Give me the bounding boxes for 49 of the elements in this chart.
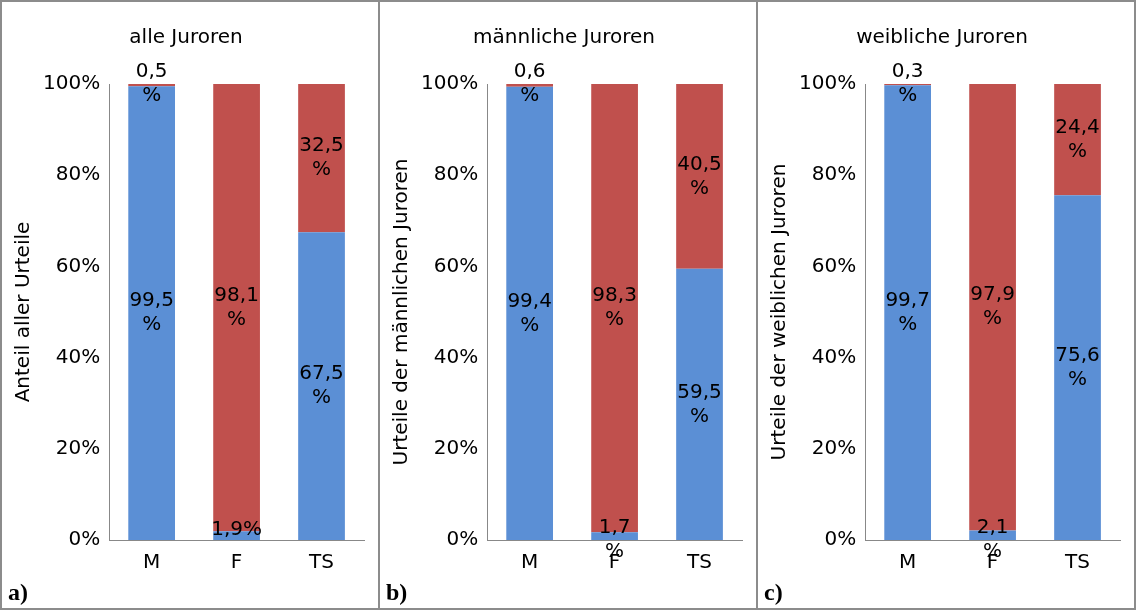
y-axis-title: Urteile der männlichen Juroren [388,158,413,466]
y-tick-label: 0% [68,526,101,551]
x-tick-label: M [899,549,917,574]
x-tick-label: TS [1064,549,1090,574]
data-label: 99,7 % [885,286,930,335]
y-tick-label: 60% [55,252,101,277]
x-tick-label: TS [308,549,334,574]
y-tick-label: 80% [811,161,857,186]
data-label: 32,5 % [299,132,344,181]
y-tick-label: 60% [433,252,479,277]
text: a) [8,579,28,606]
y-tick-label: 80% [55,161,101,186]
data-label: 75,6 % [1055,341,1100,390]
y-tick-label: 0% [446,526,479,551]
x-tick-label: F [230,549,243,574]
data-label: 40,5 % [677,150,722,199]
data-label: 0,3 % [891,58,924,107]
y-axis-title: Anteil aller Urteile [10,221,35,403]
y-tick-label: 100% [420,70,479,95]
y-tick-label: 60% [811,252,857,277]
y-tick-label: 40% [55,343,101,368]
x-tick-label: M [143,549,161,574]
data-label: 97,9 % [970,281,1015,330]
y-axis-title: Urteile der weiblichen Juroren [766,163,791,461]
chart-title: weibliche Juroren [856,24,1028,49]
data-label: 67,5 % [299,360,344,409]
chart-title: alle Juroren [129,24,243,49]
data-label: 0,5 % [135,58,168,107]
data-label: 0,6 % [513,58,546,107]
y-tick-label: 100% [42,70,101,95]
y-tick-label: 20% [433,435,479,459]
x-tick-label: TS [686,549,712,574]
text: c) [764,579,783,606]
y-tick-label: 40% [433,343,479,368]
data-label: 98,3 % [592,282,637,331]
text: b) [386,579,408,606]
y-tick-label: 100% [798,70,857,95]
y-tick-label: 40% [811,343,857,368]
data-label: 24,4 % [1055,113,1100,162]
y-tick-label: 80% [433,161,479,186]
chart-title: männliche Juroren [473,24,655,49]
data-label: 99,5 % [129,287,174,336]
data-label: 99,4 % [507,287,552,336]
y-tick-label: 0% [824,526,857,551]
y-tick-label: 20% [55,435,101,459]
data-label: 98,1 % [214,281,259,330]
data-label: 59,5 % [677,378,722,427]
y-tick-label: 20% [811,435,857,459]
x-tick-label: M [521,549,539,574]
